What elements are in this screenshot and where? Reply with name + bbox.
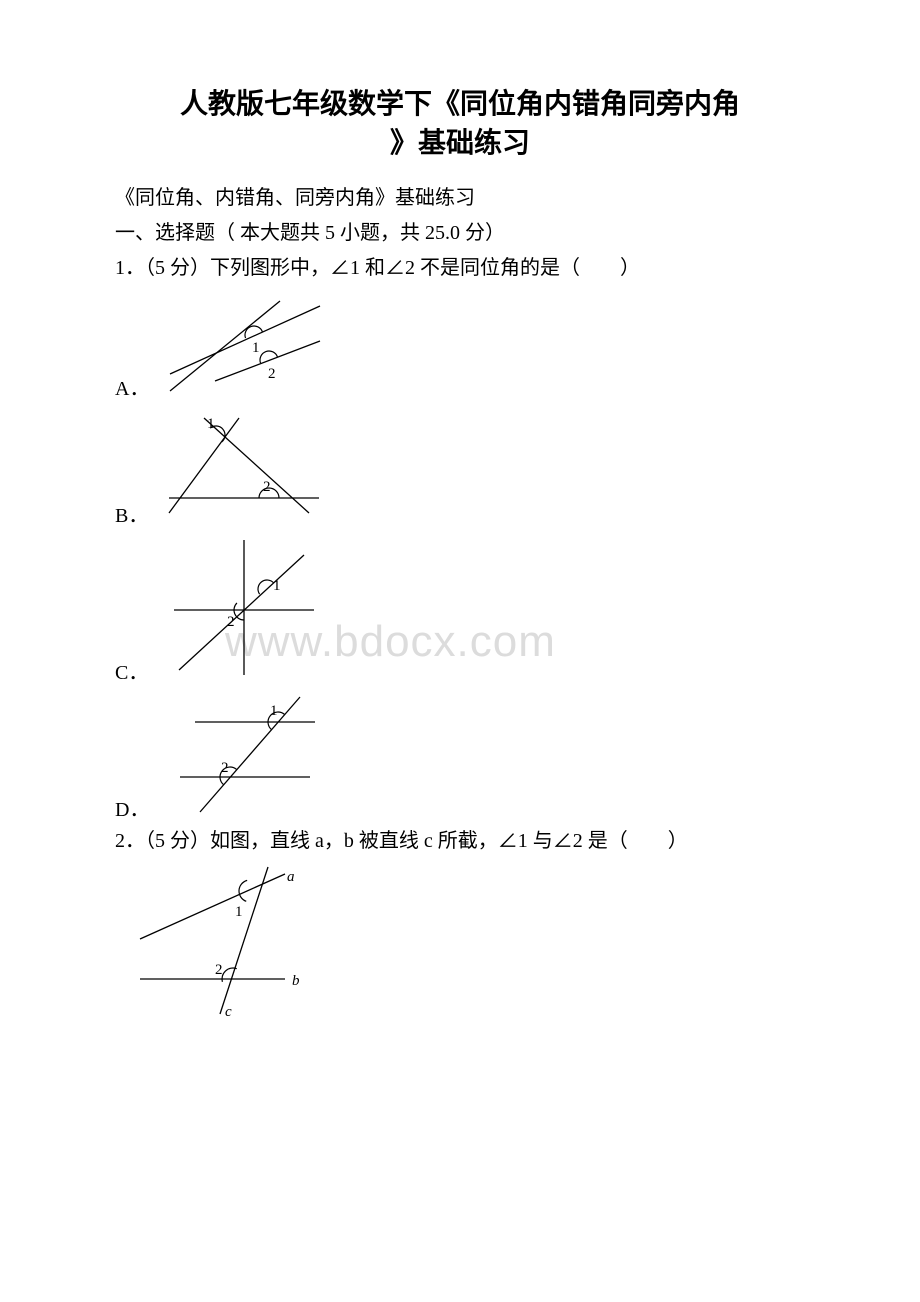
diagram-d: 12 xyxy=(155,687,325,822)
main-title: 人教版七年级数学下《同位角内错角同旁内角 》基础练习 xyxy=(115,85,805,163)
option-d-label: D． xyxy=(115,793,149,822)
svg-text:2: 2 xyxy=(263,479,271,495)
question-2: 2．（5 分）如图，直线 a，b 被直线 c 所截，∠1 与∠2 是（ ） xyxy=(115,824,805,853)
svg-text:a: a xyxy=(287,869,295,885)
option-c-row: C． 12 xyxy=(115,530,805,685)
title-line-2: 》基础练习 xyxy=(390,128,530,159)
diagram-b: 12 xyxy=(154,403,324,528)
svg-text:2: 2 xyxy=(227,614,235,630)
question-1: 1．（5 分）下列图形中，∠1 和∠2 不是同位角的是（ ） xyxy=(115,251,805,280)
title-line-1: 人教版七年级数学下《同位角内错角同旁内角 xyxy=(180,89,740,120)
svg-text:2: 2 xyxy=(221,760,229,776)
document-content: 人教版七年级数学下《同位角内错角同旁内角 》基础练习 《同位角、内错角、同旁内角… xyxy=(115,85,805,1024)
section-header: 一、选择题（ 本大题共 5 小题，共 25.0 分） xyxy=(115,216,805,245)
diagram-c: 12 xyxy=(154,530,324,685)
q2-diagram-row: 1 2 a b c xyxy=(115,859,805,1024)
svg-text:b: b xyxy=(292,973,300,989)
svg-text:1: 1 xyxy=(207,416,215,432)
svg-text:1: 1 xyxy=(235,904,243,920)
option-b-label: B． xyxy=(115,499,148,528)
svg-text:2: 2 xyxy=(268,366,276,382)
subtitle: 《同位角、内错角、同旁内角》基础练习 xyxy=(115,181,805,210)
option-d-row: D． 12 xyxy=(115,687,805,822)
diagram-q2: 1 2 a b c xyxy=(125,859,315,1024)
diagram-a: 12 xyxy=(155,286,325,401)
svg-text:c: c xyxy=(225,1004,232,1019)
option-a-row: A． 12 xyxy=(115,286,805,401)
svg-text:1: 1 xyxy=(273,578,281,594)
option-c-label: C． xyxy=(115,656,148,685)
option-a-label: A． xyxy=(115,372,149,401)
svg-text:1: 1 xyxy=(252,340,260,356)
svg-text:2: 2 xyxy=(215,962,223,978)
svg-text:1: 1 xyxy=(270,703,278,719)
option-b-row: B． 12 xyxy=(115,403,805,528)
